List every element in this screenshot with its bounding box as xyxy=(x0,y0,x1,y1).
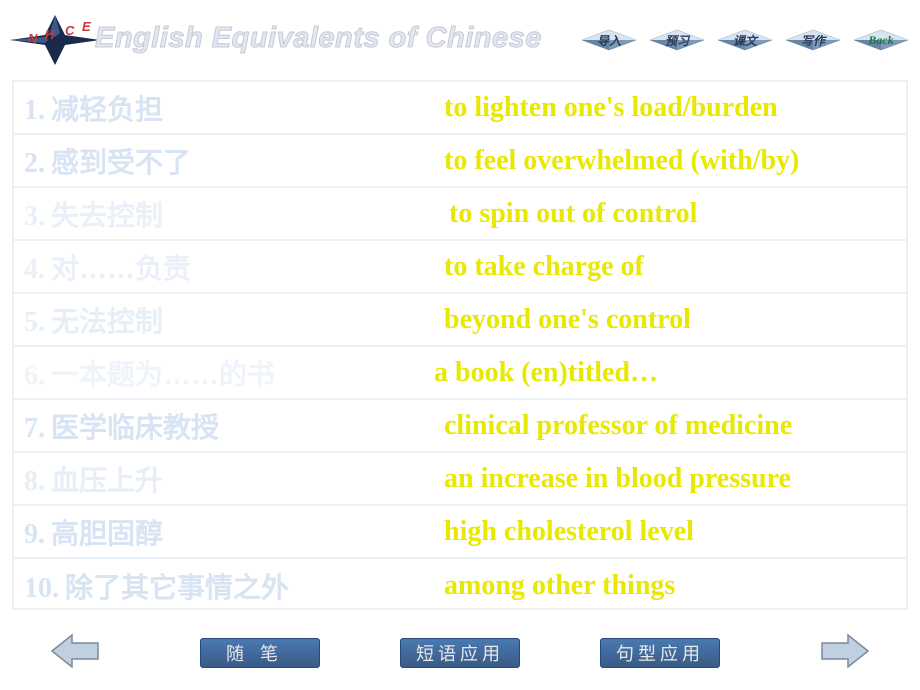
english-equivalent: among other things xyxy=(434,570,906,602)
svg-text:N: N xyxy=(28,31,38,46)
vocab-row: 1.减轻负担to lighten one's load/burden xyxy=(14,82,906,135)
english-equivalent: to spin out of control xyxy=(434,198,906,230)
vocab-row: 4.对……负责to take charge of xyxy=(14,241,906,294)
vocab-row: 3.失去控制to spin out of control xyxy=(14,188,906,241)
row-number: 9. xyxy=(24,519,45,551)
chinese-text: 减轻负担 xyxy=(51,88,163,128)
vocab-row: 2.感到受不了to feel overwhelmed (with/by) xyxy=(14,135,906,188)
next-arrow[interactable] xyxy=(820,631,870,676)
nav-label: 导入 xyxy=(597,32,621,49)
nhce-logo: N H C E xyxy=(10,15,100,65)
vocabulary-table: 1.减轻负担to lighten one's load/burden2.感到受不… xyxy=(12,80,908,610)
vocab-row: 9.高胆固醇high cholesterol level xyxy=(14,506,906,559)
row-number: 1. xyxy=(24,95,45,127)
page-title: English Equivalents of Chinese xyxy=(95,22,542,55)
english-equivalent: to take charge of xyxy=(434,251,906,283)
chinese-term: 5.无法控制 xyxy=(14,300,434,340)
row-number: 6. xyxy=(24,360,45,392)
nav-item-2[interactable]: 课文 xyxy=(714,28,776,52)
chinese-text: 无法控制 xyxy=(51,300,163,340)
svg-text:E: E xyxy=(82,19,91,34)
chinese-term: 8.血压上升 xyxy=(14,459,434,499)
vocab-row: 8.血压上升an increase in blood pressure xyxy=(14,453,906,506)
nav-label: 课文 xyxy=(733,32,757,49)
chinese-term: 10.除了其它事情之外 xyxy=(14,566,434,606)
english-equivalent: beyond one's control xyxy=(434,304,906,336)
chinese-term: 9.高胆固醇 xyxy=(14,512,434,552)
nav-label: Back xyxy=(868,33,893,48)
chinese-text: 高胆固醇 xyxy=(51,512,163,552)
row-number: 3. xyxy=(24,201,45,233)
row-number: 10. xyxy=(24,573,59,605)
chinese-text: 失去控制 xyxy=(51,194,163,234)
vocab-row: 7.医学临床教授clinical professor of medicine xyxy=(14,400,906,453)
english-equivalent: high cholesterol level xyxy=(434,516,906,548)
nav-item-0[interactable]: 导入 xyxy=(578,28,640,52)
row-number: 2. xyxy=(24,148,45,180)
chinese-text: 医学临床教授 xyxy=(51,406,219,446)
row-number: 4. xyxy=(24,254,45,286)
vocab-row: 5.无法控制beyond one's control xyxy=(14,294,906,347)
chinese-text: 血压上升 xyxy=(51,459,163,499)
chinese-term: 2.感到受不了 xyxy=(14,141,434,181)
chinese-text: 除了其它事情之外 xyxy=(65,566,289,606)
nav-item-1[interactable]: 预习 xyxy=(646,28,708,52)
chinese-term: 7.医学临床教授 xyxy=(14,406,434,446)
prev-arrow[interactable] xyxy=(50,631,100,676)
english-equivalent: to lighten one's load/burden xyxy=(434,92,906,124)
chinese-text: 对……负责 xyxy=(51,247,191,287)
chinese-text: 感到受不了 xyxy=(51,141,191,181)
footer-button-1[interactable]: 短语应用 xyxy=(400,638,520,668)
chinese-text: 一本题为……的书 xyxy=(51,353,275,393)
nav-item-3[interactable]: 写作 xyxy=(782,28,844,52)
chinese-term: 3.失去控制 xyxy=(14,194,434,234)
header: N H C E English Equivalents of Chinese 导… xyxy=(0,0,920,70)
english-equivalent: to feel overwhelmed (with/by) xyxy=(434,145,906,177)
nav-label: 写作 xyxy=(801,32,825,49)
row-number: 8. xyxy=(24,466,45,498)
footer-button-2[interactable]: 句型应用 xyxy=(600,638,720,668)
chinese-term: 4.对……负责 xyxy=(14,247,434,287)
row-number: 7. xyxy=(24,413,45,445)
row-number: 5. xyxy=(24,307,45,339)
english-equivalent: a book (en)titled… xyxy=(434,357,906,389)
english-equivalent: clinical professor of medicine xyxy=(434,410,906,442)
english-equivalent: an increase in blood pressure xyxy=(434,463,906,495)
top-nav: 导入 预习 课文 写作 Back xyxy=(578,28,912,52)
vocab-row: 10.除了其它事情之外among other things xyxy=(14,559,906,612)
nav-label: 预习 xyxy=(665,32,689,49)
footer: 随笔 短语应用 句型应用 xyxy=(0,628,920,678)
svg-text:H: H xyxy=(45,27,55,42)
footer-button-0[interactable]: 随笔 xyxy=(200,638,320,668)
nav-back[interactable]: Back xyxy=(850,28,912,52)
vocab-row: 6.一本题为……的书a book (en)titled… xyxy=(14,347,906,400)
chinese-term: 6.一本题为……的书 xyxy=(14,353,434,393)
svg-text:C: C xyxy=(65,23,75,38)
chinese-term: 1.减轻负担 xyxy=(14,88,434,128)
